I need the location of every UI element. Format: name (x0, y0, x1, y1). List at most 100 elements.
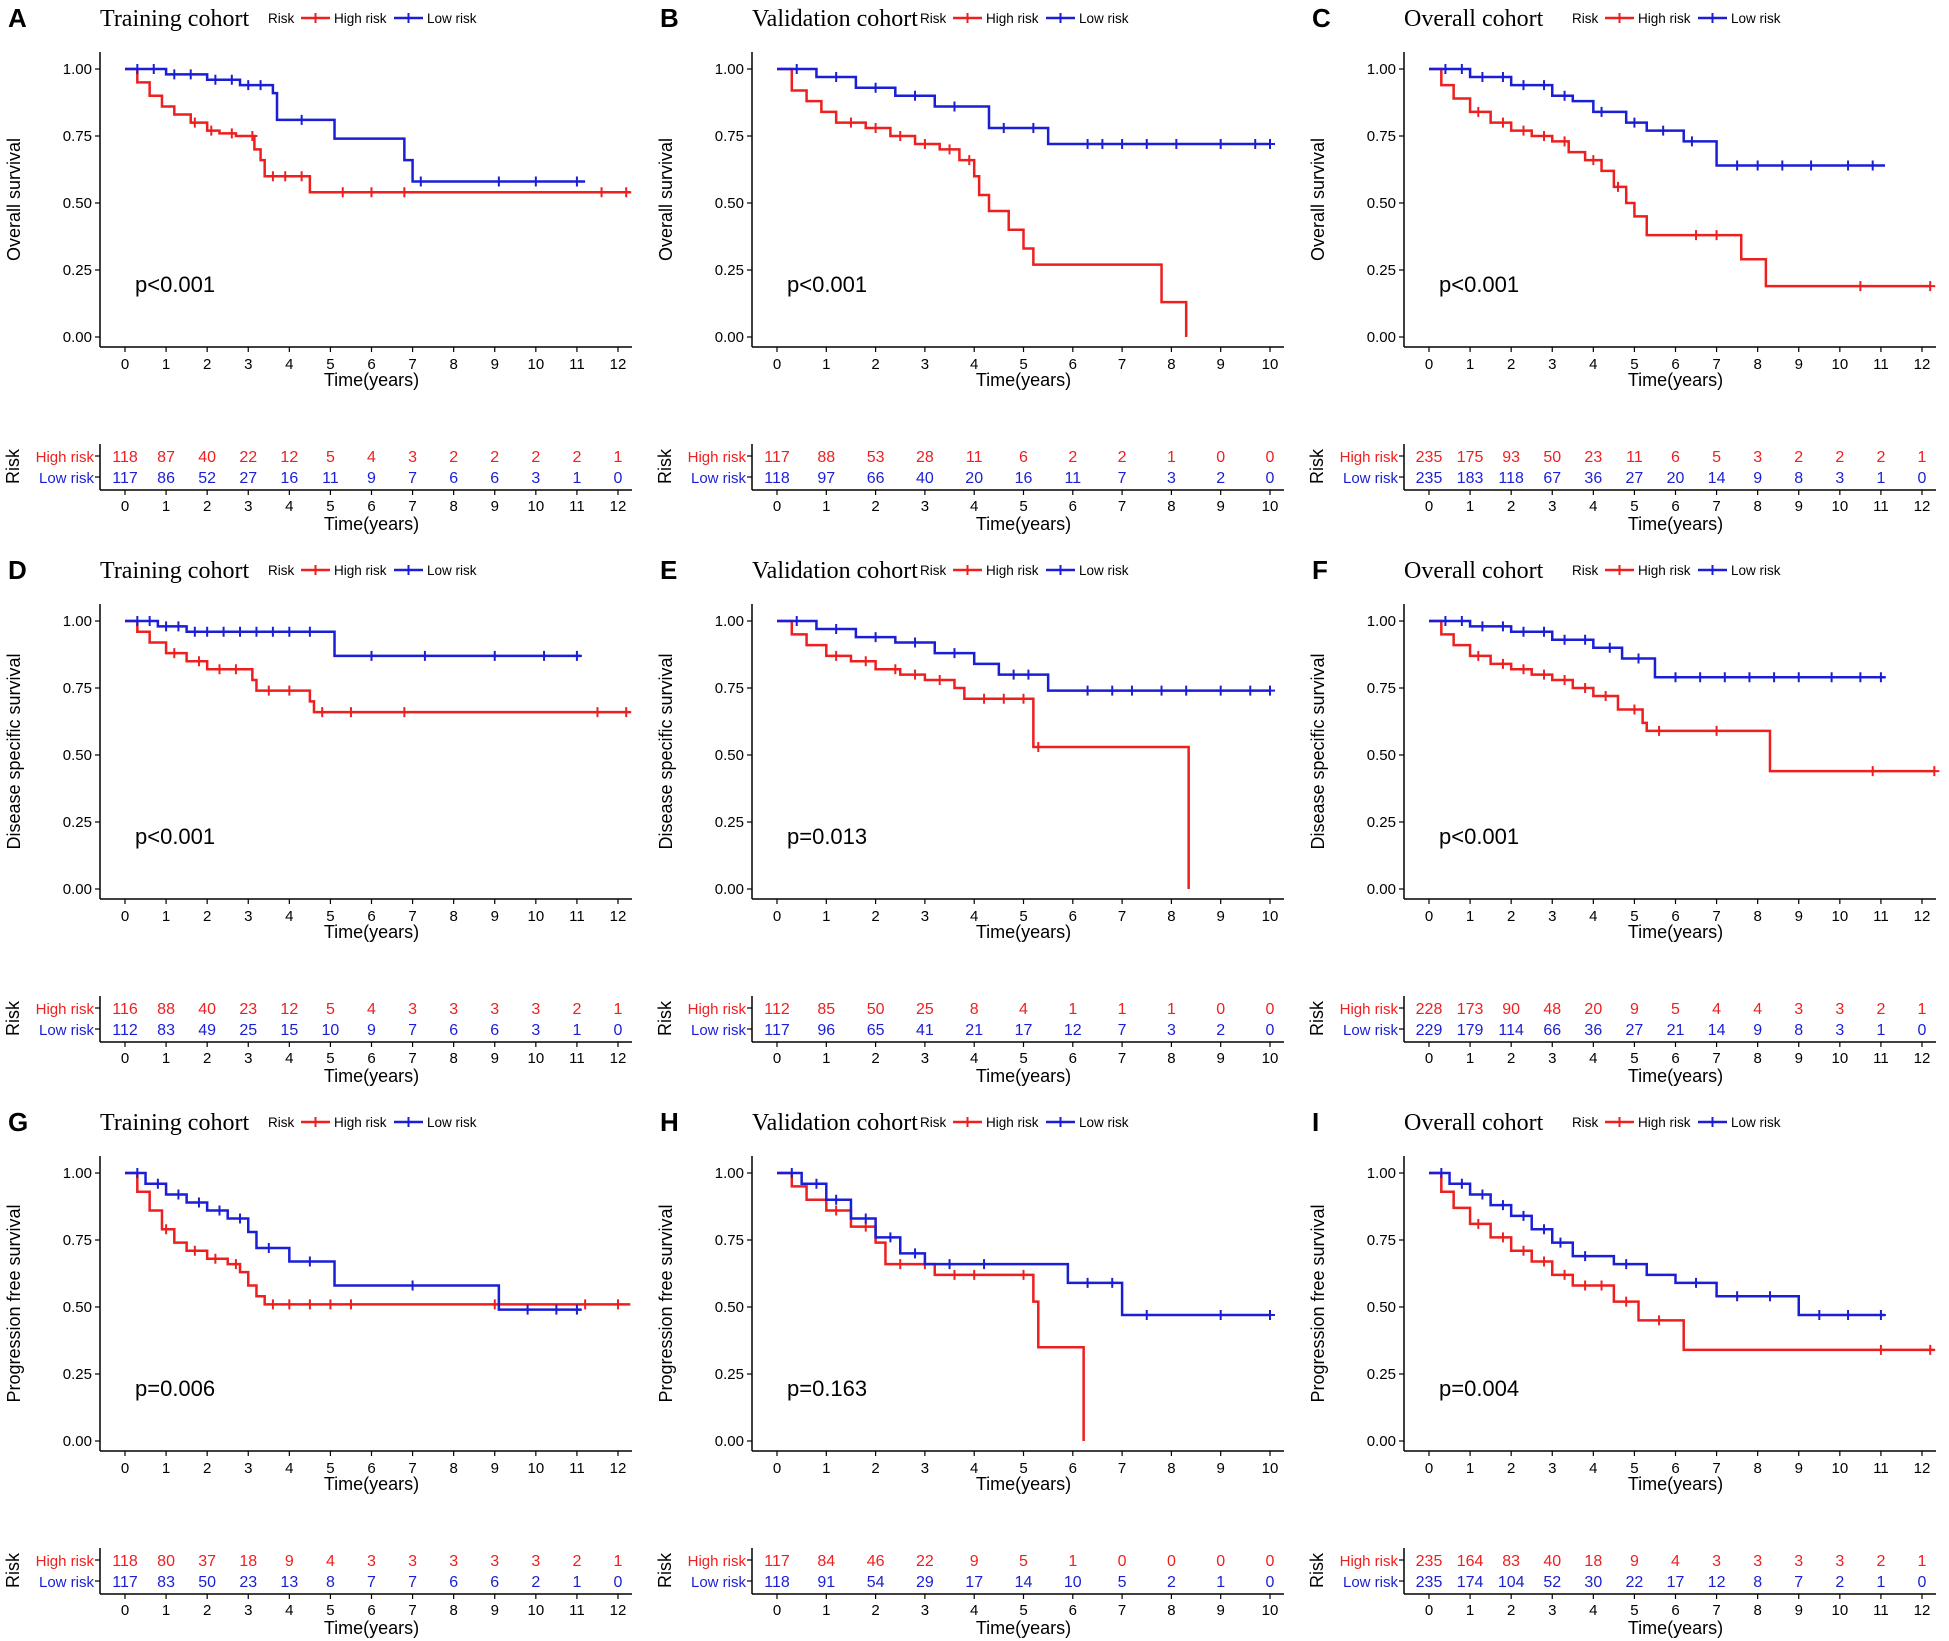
y-tick-label: 0.25 (1367, 262, 1396, 279)
risk-x-tick-label: 4 (285, 1602, 293, 1619)
risk-x-tick-label: 8 (1753, 498, 1761, 515)
censor-mark-high (1559, 136, 1570, 147)
censor-mark-high (210, 1253, 221, 1264)
censor-mark-low (910, 1248, 921, 1259)
censor-mark-low (1633, 653, 1644, 664)
x-tick-label: 0 (1425, 356, 1433, 373)
censor-mark-low (1497, 1200, 1508, 1211)
risk-count-high: 0 (1266, 1553, 1275, 1570)
cohort-title: Training cohort (100, 1110, 249, 1136)
risk-x-tick-label: 7 (408, 1050, 416, 1067)
risk-count-high: 9 (970, 1553, 979, 1570)
legend-high-label: High risk (334, 1115, 387, 1130)
risk-count-high: 2 (490, 449, 499, 466)
censor-mark-high (621, 187, 632, 198)
x-tick-label: 8 (1753, 908, 1761, 925)
censor-mark-low (235, 1213, 246, 1224)
risk-x-tick-label: 5 (1019, 1602, 1027, 1619)
risk-x-tick-label: 7 (1118, 1602, 1126, 1619)
km-panel-e: E Validation cohort Risk High risk Low risk1… (655, 555, 1284, 1086)
risk-x-tick-label: 5 (1630, 1050, 1638, 1067)
risk-count-low: 40 (916, 470, 934, 487)
censor-mark-low (193, 1197, 204, 1208)
x-tick-label: 8 (1753, 356, 1761, 373)
legend-high-label: High risk (986, 11, 1039, 26)
risk-count-high: 1 (1918, 449, 1927, 466)
risk-x-tick-label: 8 (1167, 1602, 1175, 1619)
censor-mark-high (1033, 741, 1044, 752)
risk-count-high: 3 (408, 449, 417, 466)
x-tick-label: 5 (1630, 908, 1638, 925)
x-tick-label: 11 (569, 908, 585, 925)
risk-count-low: 91 (817, 1574, 835, 1591)
legend-low-marker (1055, 13, 1066, 23)
censor-mark-low (202, 626, 213, 637)
risk-x-tick-label: 7 (408, 498, 416, 515)
risk-axis-title: Risk (655, 1552, 675, 1588)
censor-mark-low (1265, 685, 1275, 696)
censor-mark-low (1082, 685, 1093, 696)
y-tick-label: 1.00 (1367, 1165, 1396, 1182)
censor-mark-low (1518, 626, 1529, 637)
censor-mark-low (1826, 672, 1837, 683)
x-tick-label: 9 (1217, 908, 1225, 925)
cohort-title: Training cohort (100, 6, 249, 32)
censor-mark-low (786, 1168, 797, 1178)
risk-count-high: 83 (1502, 1553, 1520, 1570)
risk-x-axis-title: Time(years) (976, 1066, 1071, 1086)
risk-x-tick-label: 12 (610, 1602, 627, 1619)
risk-count-low: 12 (1708, 1574, 1726, 1591)
y-tick-label: 0.00 (63, 881, 92, 898)
risk-count-high: 173 (1457, 1001, 1484, 1018)
risk-count-high: 6 (1671, 449, 1680, 466)
x-tick-label: 1 (822, 908, 830, 925)
risk-count-low: 50 (198, 1574, 216, 1591)
risk-x-tick-label: 4 (1589, 498, 1597, 515)
risk-count-high: 5 (326, 449, 335, 466)
censor-mark-low (1082, 139, 1093, 150)
panel-letter: G (8, 1107, 28, 1137)
censor-mark-high (860, 656, 871, 667)
x-tick-label: 7 (1118, 908, 1126, 925)
censor-mark-high (934, 674, 945, 685)
censor-mark-high (226, 128, 237, 139)
x-tick-label: 2 (203, 356, 211, 373)
legend-low-label: Low risk (1079, 11, 1129, 26)
censor-mark-low (1658, 125, 1669, 136)
legend-high-marker (310, 13, 321, 23)
risk-count-low: 83 (157, 1574, 175, 1591)
censor-mark-high (1018, 693, 1029, 704)
censor-mark-low (1855, 672, 1866, 683)
km-panel-a: A Training cohort Risk High risk Low risk 1.0… (3, 3, 632, 534)
censor-mark-low (1764, 1291, 1775, 1302)
risk-axis-title: Risk (3, 1552, 23, 1588)
censor-mark-low (860, 1213, 871, 1224)
risk-x-tick-label: 1 (1466, 1050, 1474, 1067)
censor-mark-low (1117, 139, 1128, 150)
censor-mark-high (944, 144, 955, 155)
censor-mark-high (969, 1269, 980, 1280)
x-tick-label: 5 (1019, 356, 1027, 373)
x-tick-label: 6 (1069, 1460, 1077, 1477)
risk-x-tick-label: 9 (1217, 498, 1225, 515)
risk-count-high: 117 (764, 1553, 790, 1570)
risk-count-low: 21 (965, 1022, 983, 1039)
censor-mark-high (831, 650, 842, 661)
y-tick-label: 0.00 (715, 1433, 744, 1450)
censor-mark-low (949, 101, 960, 112)
risk-x-tick-label: 7 (1712, 498, 1720, 515)
censor-mark-high (1018, 1269, 1029, 1280)
risk-x-axis-title: Time(years) (324, 514, 419, 534)
censor-mark-high (189, 1245, 200, 1256)
censor-mark-low (296, 114, 307, 125)
x-tick-label: 5 (1630, 1460, 1638, 1477)
risk-x-tick-label: 9 (1795, 498, 1803, 515)
x-tick-label: 8 (1167, 908, 1175, 925)
risk-count-high: 175 (1457, 449, 1484, 466)
censor-mark-low (1265, 139, 1275, 150)
censor-mark-high (1473, 106, 1484, 117)
censor-mark-low (489, 650, 500, 661)
censor-mark-low (571, 1304, 582, 1315)
x-tick-label: 0 (121, 908, 129, 925)
x-tick-label: 2 (1507, 908, 1515, 925)
